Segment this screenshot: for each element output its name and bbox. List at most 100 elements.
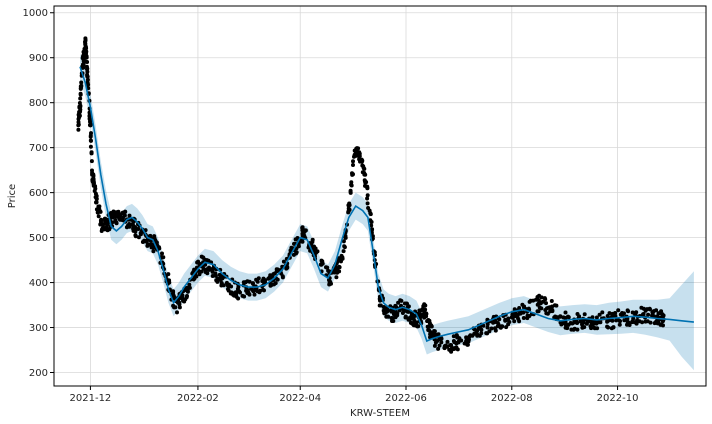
observed-point — [166, 272, 171, 277]
observed-point — [521, 316, 526, 320]
observed-point — [101, 223, 105, 228]
observed-point — [240, 293, 245, 298]
observed-point — [88, 122, 93, 126]
observed-point — [86, 82, 91, 87]
observed-point — [591, 322, 595, 327]
observed-point — [89, 131, 93, 136]
observed-point — [427, 318, 432, 323]
observed-point — [423, 303, 428, 308]
observed-point — [643, 319, 648, 324]
observed-point — [487, 329, 492, 334]
observed-point — [432, 329, 437, 334]
observed-point — [418, 314, 423, 319]
observed-point — [271, 272, 276, 277]
observed-point — [118, 213, 123, 218]
observed-point — [626, 309, 631, 314]
observed-point — [349, 183, 354, 188]
observed-point — [227, 284, 232, 289]
observed-point — [370, 227, 375, 232]
observed-point — [616, 308, 621, 313]
observed-point — [145, 242, 150, 247]
observed-point — [250, 281, 255, 286]
observed-point — [411, 317, 416, 321]
observed-point — [468, 333, 473, 338]
observed-point — [499, 324, 504, 329]
observed-point — [517, 319, 522, 324]
observed-point — [272, 282, 276, 287]
observed-point — [541, 299, 546, 304]
observed-point — [437, 343, 442, 348]
observed-point — [120, 218, 125, 223]
observed-point — [88, 144, 93, 149]
observed-point — [96, 214, 101, 219]
observed-point — [365, 196, 370, 201]
y-tick-label: 400 — [29, 278, 48, 289]
observed-point — [617, 322, 622, 327]
observed-point — [543, 308, 548, 312]
observed-point — [97, 207, 102, 212]
observed-point — [132, 224, 137, 229]
observed-point — [347, 203, 352, 208]
observed-point — [484, 331, 489, 336]
observed-point — [497, 317, 502, 322]
observed-point — [180, 293, 185, 298]
observed-point — [280, 275, 285, 280]
observed-point — [171, 289, 176, 294]
observed-point — [247, 279, 252, 284]
grid — [54, 6, 706, 386]
observed-point — [210, 269, 215, 274]
observed-point — [78, 103, 83, 108]
observed-point — [194, 274, 199, 279]
observed-point — [181, 297, 186, 302]
observed-point — [236, 296, 241, 301]
y-tick-label: 300 — [29, 323, 48, 334]
y-tick-label: 1000 — [23, 8, 48, 19]
observed-point — [157, 245, 161, 250]
observed-point — [423, 307, 428, 312]
x-tick-label: 2022-06 — [385, 393, 427, 404]
observed-points-layer — [76, 36, 666, 354]
observed-point — [334, 275, 339, 280]
observed-point — [136, 235, 141, 240]
observed-point — [255, 279, 260, 284]
observed-point — [196, 259, 201, 264]
observed-point — [454, 345, 459, 350]
observed-point — [558, 320, 563, 325]
observed-point — [633, 312, 638, 317]
observed-point — [558, 314, 563, 319]
observed-point — [319, 262, 324, 267]
observed-point — [575, 327, 580, 332]
observed-point — [348, 189, 353, 194]
observed-point — [654, 308, 659, 313]
observed-point — [89, 138, 93, 143]
observed-point — [281, 259, 286, 264]
observed-point — [226, 287, 230, 292]
observed-point — [201, 255, 206, 260]
observed-point — [544, 311, 549, 316]
observed-point — [475, 333, 480, 338]
observed-point — [582, 325, 587, 330]
observed-point — [291, 252, 296, 257]
observed-point — [563, 325, 568, 330]
observed-point — [406, 309, 411, 314]
x-axis-label: KRW-STEEM — [350, 408, 410, 419]
observed-point — [641, 312, 646, 316]
observed-point — [83, 37, 88, 42]
observed-point — [552, 315, 557, 320]
observed-point — [151, 249, 156, 254]
observed-point — [133, 234, 138, 239]
observed-point — [81, 62, 86, 67]
observed-point — [365, 186, 370, 191]
observed-point — [506, 316, 511, 321]
observed-point — [661, 323, 665, 328]
observed-point — [485, 322, 490, 327]
observed-point — [94, 200, 99, 205]
observed-point — [635, 318, 640, 323]
observed-point — [235, 287, 240, 291]
observed-point — [343, 235, 348, 240]
observed-point — [357, 154, 362, 159]
observed-point — [424, 311, 429, 316]
observed-point — [485, 325, 490, 330]
observed-point — [590, 315, 595, 320]
